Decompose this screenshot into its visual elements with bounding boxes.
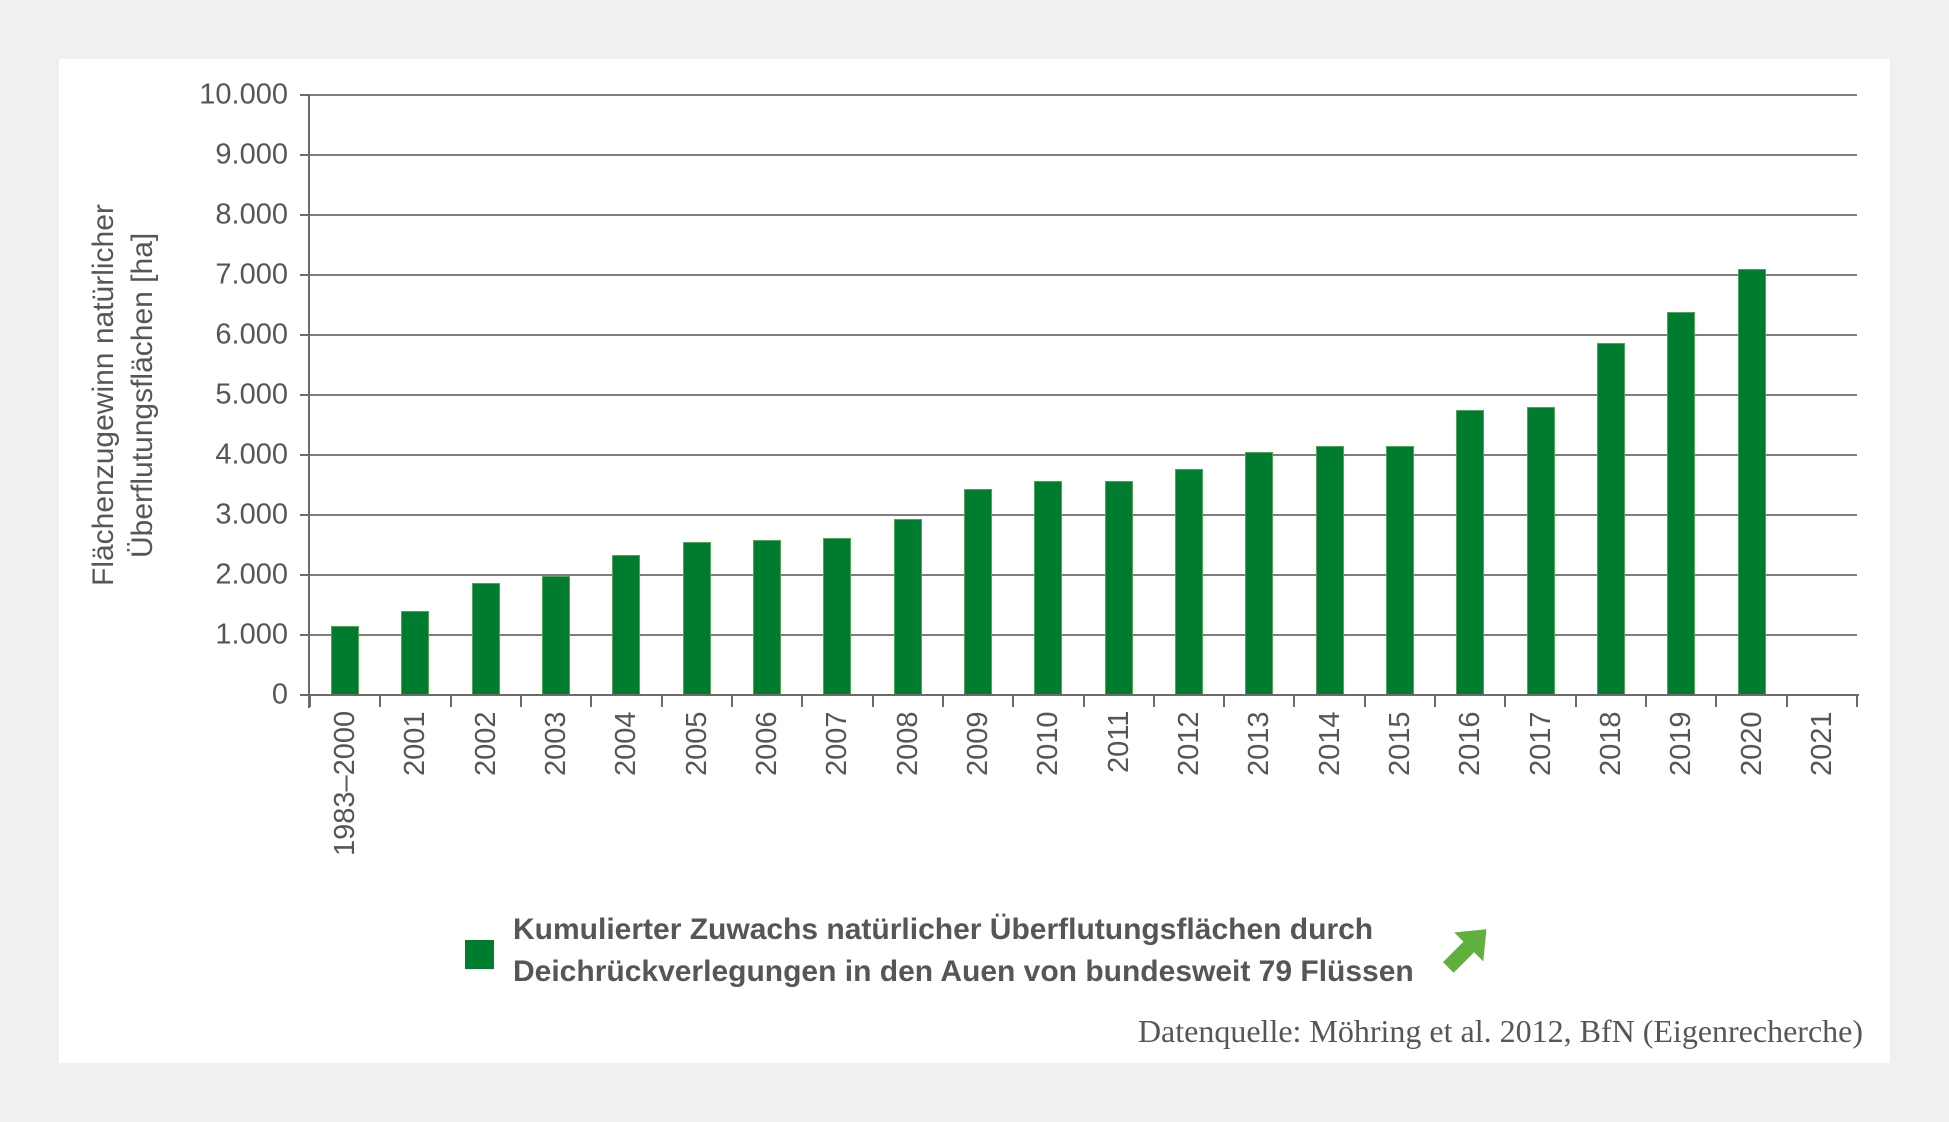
bar-2018	[1596, 342, 1625, 695]
bar-2007	[823, 537, 852, 695]
chart-card: Flächenzugewinn natürlicher Überflutungs…	[59, 59, 1890, 1063]
y-tick-label: 2.000	[215, 558, 288, 591]
x-tick-mark	[1293, 696, 1296, 707]
y-axis-title: Flächenzugewinn natürlicher Überflutungs…	[84, 95, 164, 695]
x-tick-mark	[941, 696, 944, 707]
x-tick-mark	[590, 696, 593, 707]
bar-2005	[682, 542, 711, 695]
x-tick-mark	[1574, 696, 1577, 707]
y-tick-mark	[300, 94, 310, 96]
x-tick-mark	[1856, 696, 1858, 707]
bar-2002	[471, 582, 500, 695]
y-tick-label: 7.000	[215, 258, 288, 291]
x-tick-mark	[1363, 696, 1366, 707]
gridline	[310, 214, 1857, 216]
legend-swatch	[465, 940, 494, 969]
y-tick-mark	[300, 154, 310, 156]
bar-2012	[1174, 469, 1203, 695]
gridline	[310, 514, 1857, 516]
gridline	[310, 94, 1857, 96]
gridline	[310, 154, 1857, 156]
legend-label-line-1: Kumulierter Zuwachs natürlicher Überflut…	[513, 913, 1374, 946]
x-tick-mark	[379, 696, 382, 707]
gridline	[310, 574, 1857, 576]
y-axis-title-line-2: Überflutungsflächen [ha]	[126, 232, 159, 558]
x-tick-mark	[449, 696, 452, 707]
bar-2014	[1315, 446, 1344, 695]
y-axis-title-line-1: Flächenzugewinn natürlicher	[87, 204, 120, 586]
bar-2015	[1385, 446, 1414, 695]
source-note: Datenquelle: Möhring et al. 2012, BfN (E…	[1137, 1013, 1863, 1049]
legend-label-line-2: Deichrückverlegungen in den Auen von bun…	[513, 955, 1414, 988]
x-tick-mark	[1715, 696, 1718, 707]
y-tick-label: 1.000	[215, 618, 288, 651]
x-tick-mark	[730, 696, 733, 707]
y-tick-label: 10.000	[199, 78, 288, 111]
y-tick-label: 4.000	[215, 438, 288, 471]
y-tick-label: 5.000	[215, 378, 288, 411]
bar-2017	[1526, 407, 1555, 695]
y-tick-label: 0	[271, 678, 288, 711]
bar-2019	[1667, 312, 1696, 695]
y-tick-mark	[300, 334, 310, 336]
gridline	[310, 274, 1857, 276]
x-tick-label: 2018	[1594, 711, 1627, 776]
y-tick-mark	[300, 394, 310, 396]
x-tick-mark	[519, 696, 522, 707]
gridline	[310, 394, 1857, 396]
legend-label: Kumulierter Zuwachs natürlicher Überflut…	[513, 909, 1414, 993]
bar-2020	[1737, 269, 1766, 695]
y-tick-label: 6.000	[215, 318, 288, 351]
x-tick-mark	[1152, 696, 1155, 707]
y-axis-line	[308, 95, 310, 708]
x-tick-mark	[309, 696, 311, 707]
y-tick-label: 9.000	[215, 138, 288, 171]
bar-2016	[1456, 410, 1485, 695]
x-tick-mark	[801, 696, 804, 707]
x-tick-mark	[1785, 696, 1788, 707]
x-tick-mark	[1223, 696, 1226, 707]
x-tick-label: 1983–2000	[329, 711, 362, 857]
x-tick-mark	[871, 696, 874, 707]
x-tick-mark	[1082, 696, 1085, 707]
x-tick-label: 2020	[1735, 711, 1768, 776]
y-tick-mark	[300, 454, 310, 456]
bar-2009	[964, 488, 993, 695]
y-tick-mark	[300, 214, 310, 216]
y-tick-mark	[300, 274, 310, 276]
bar-1983–2000	[331, 626, 360, 695]
bar-2001	[401, 611, 430, 695]
x-axis-line	[300, 694, 1859, 696]
x-tick-mark	[1434, 696, 1437, 707]
x-tick-label: 2019	[1665, 711, 1698, 776]
x-tick-label: 2002	[469, 711, 502, 776]
y-tick-mark	[300, 514, 310, 516]
y-tick-label: 8.000	[215, 198, 288, 231]
trend-up-arrow-icon	[1442, 929, 1487, 973]
x-tick-mark	[1012, 696, 1015, 707]
y-tick-mark	[300, 574, 310, 576]
bar-2004	[612, 554, 641, 695]
x-tick-label: 2001	[399, 711, 432, 776]
x-tick-mark	[1645, 696, 1648, 707]
x-tick-label: 2017	[1524, 711, 1557, 776]
bar-2003	[542, 576, 571, 695]
bar-2013	[1245, 452, 1274, 695]
x-tick-mark	[660, 696, 663, 707]
y-tick-label: 3.000	[215, 498, 288, 531]
gridline	[310, 454, 1857, 456]
x-tick-label: 2016	[1454, 711, 1487, 776]
gridline	[310, 634, 1857, 636]
bar-2008	[893, 519, 922, 695]
bar-2010	[1034, 481, 1063, 695]
gridline	[310, 334, 1857, 336]
x-tick-label: 2021	[1805, 711, 1838, 776]
bar-2011	[1104, 481, 1133, 695]
bar-2006	[753, 539, 782, 695]
y-tick-mark	[300, 634, 310, 636]
x-tick-mark	[1504, 696, 1507, 707]
